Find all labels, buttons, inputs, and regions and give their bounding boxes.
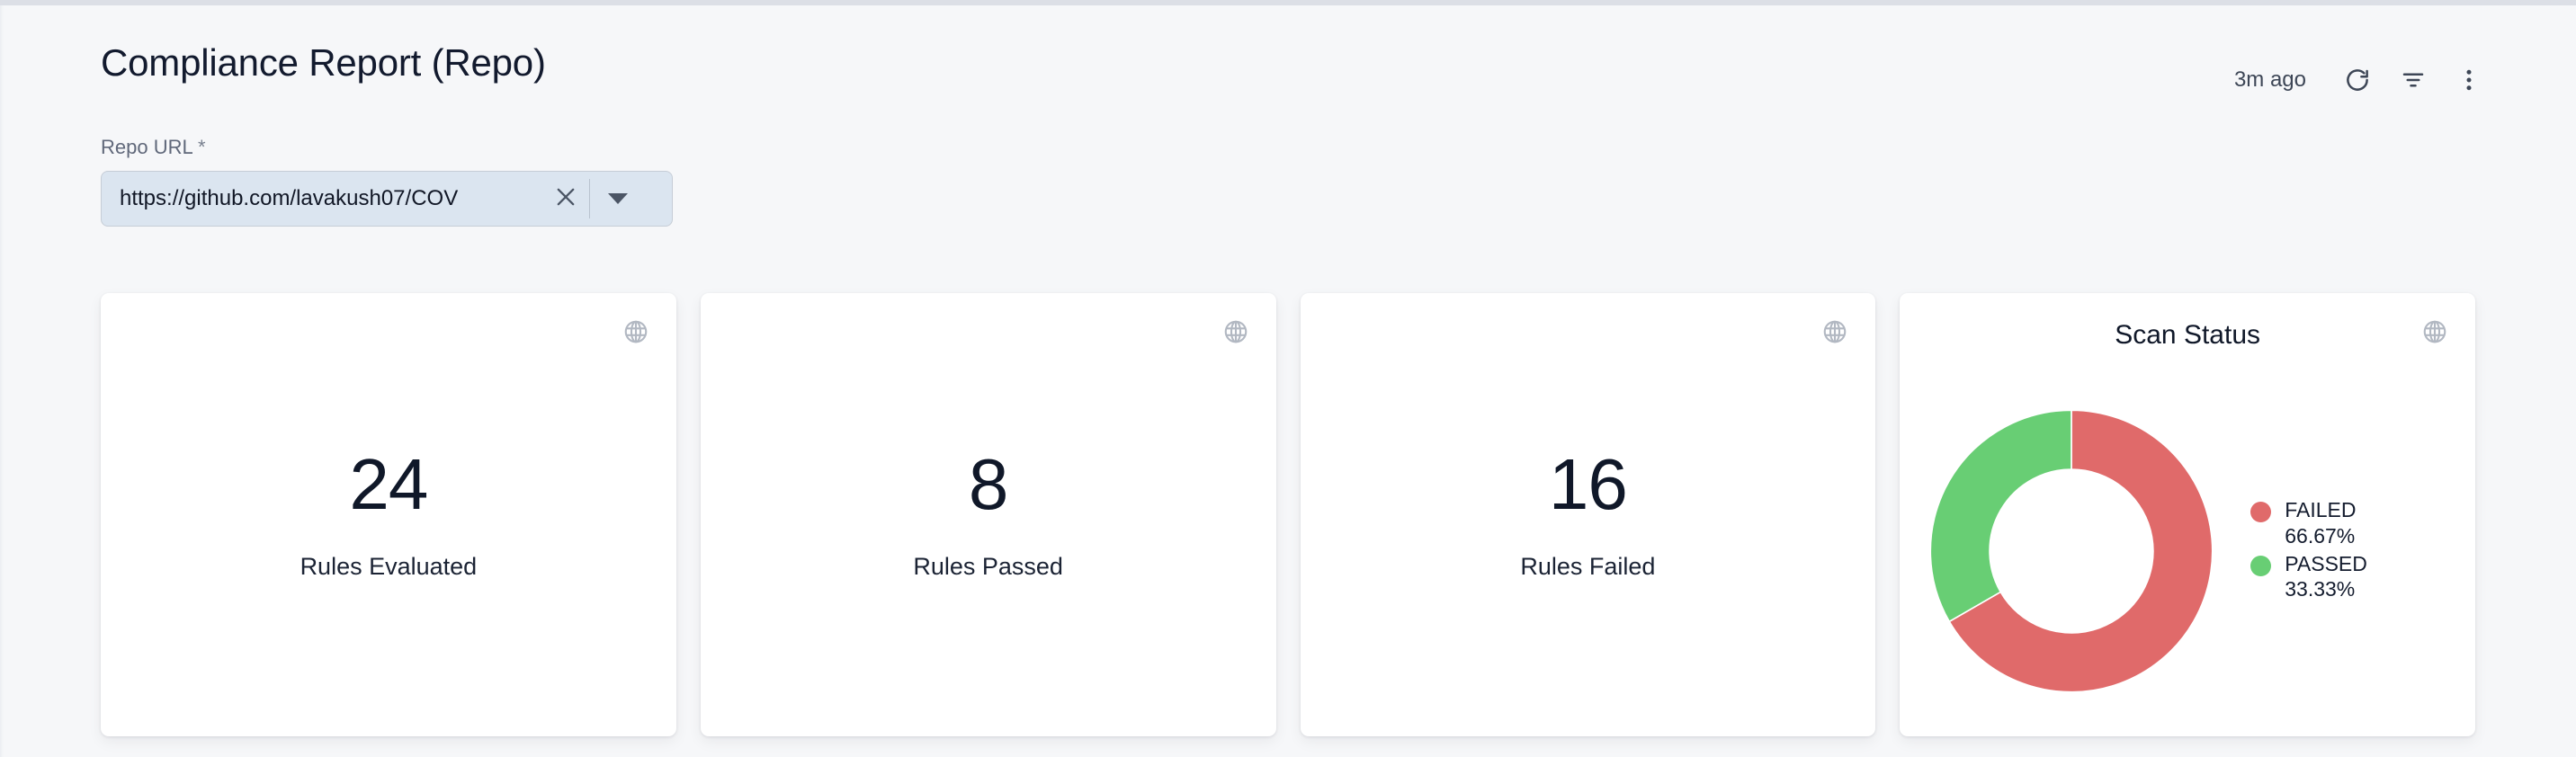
- kpi-value: 24: [349, 444, 428, 524]
- globe-icon[interactable]: [1222, 318, 1249, 350]
- more-vertical-icon: [2455, 67, 2482, 94]
- globe-icon[interactable]: [2421, 318, 2448, 350]
- repo-url-value: https://github.com/lavakush07/COV: [120, 186, 459, 210]
- legend-value: 33.33%: [2285, 577, 2356, 601]
- card-rules-failed[interactable]: 16 Rules Failed: [1300, 293, 1876, 736]
- kpi-label: Rules Evaluated: [300, 553, 478, 580]
- donut-slice-passed[interactable]: [1929, 408, 2073, 622]
- kpi-card-row: 24 Rules Evaluated 8 Rules Passed: [101, 293, 2475, 736]
- repo-url-dropdown-button[interactable]: [590, 171, 646, 227]
- globe-icon[interactable]: [622, 318, 649, 350]
- chevron-down-icon: [608, 193, 628, 204]
- kpi-value: 8: [968, 444, 1008, 524]
- close-icon: [553, 184, 578, 214]
- more-options-button[interactable]: [2441, 52, 2497, 108]
- repo-url-filter: Repo URL * https://github.com/lavakush07…: [101, 136, 673, 227]
- legend-value: 66.67%: [2285, 523, 2356, 548]
- donut-chart[interactable]: [1923, 403, 2220, 699]
- card-rules-passed[interactable]: 8 Rules Passed: [700, 293, 1276, 736]
- legend-item-failed[interactable]: FAILED 66.67%: [2250, 497, 2367, 549]
- kpi-body: 8 Rules Passed: [701, 293, 1276, 736]
- legend-label: PASSED: [2285, 551, 2367, 575]
- legend-item-passed[interactable]: PASSED 33.33%: [2250, 551, 2367, 603]
- legend-label: FAILED: [2285, 498, 2357, 521]
- chart-title: Scan Status: [2115, 320, 2260, 350]
- card-scan-status[interactable]: Scan Status FAILED 66.67%: [1900, 293, 2475, 736]
- legend-color-swatch-passed: [2250, 555, 2272, 576]
- kpi-body: 16 Rules Failed: [1301, 293, 1876, 736]
- repo-url-clear-button[interactable]: [542, 171, 589, 227]
- repo-url-select[interactable]: https://github.com/lavakush07/COV: [101, 171, 673, 227]
- chart-legend: FAILED 66.67% PASSED 33.33%: [2250, 497, 2367, 604]
- legend-color-swatch-failed: [2250, 502, 2272, 522]
- select-divider: [589, 179, 590, 218]
- card-rules-evaluated[interactable]: 24 Rules Evaluated: [101, 293, 676, 736]
- refresh-icon: [2344, 67, 2371, 94]
- kpi-label: Rules Failed: [1520, 553, 1656, 580]
- kpi-body: 24 Rules Evaluated: [101, 293, 676, 736]
- page-header: Compliance Report (Repo) 3m ago: [0, 5, 2576, 111]
- filter-button[interactable]: [2385, 52, 2441, 108]
- page-title: Compliance Report (Repo): [101, 41, 546, 84]
- donut-chart-svg: [1929, 408, 2214, 693]
- header-actions: 3m ago: [2234, 52, 2497, 108]
- refresh-button[interactable]: [2330, 52, 2385, 108]
- repo-url-label: Repo URL *: [101, 136, 673, 159]
- legend-text: FAILED 66.67%: [2285, 497, 2356, 549]
- legend-text: PASSED 33.33%: [2285, 551, 2367, 603]
- last-updated-timestamp: 3m ago: [2233, 67, 2306, 92]
- kpi-label: Rules Passed: [913, 553, 1063, 580]
- chart-area: FAILED 66.67% PASSED 33.33%: [1900, 365, 2475, 736]
- required-marker: *: [198, 136, 206, 158]
- repo-url-label-text: Repo URL: [101, 136, 192, 158]
- donut-slice-failed[interactable]: [1948, 408, 2214, 693]
- kpi-value: 16: [1548, 444, 1628, 524]
- filter-icon: [2400, 67, 2427, 94]
- globe-icon[interactable]: [1821, 318, 1848, 350]
